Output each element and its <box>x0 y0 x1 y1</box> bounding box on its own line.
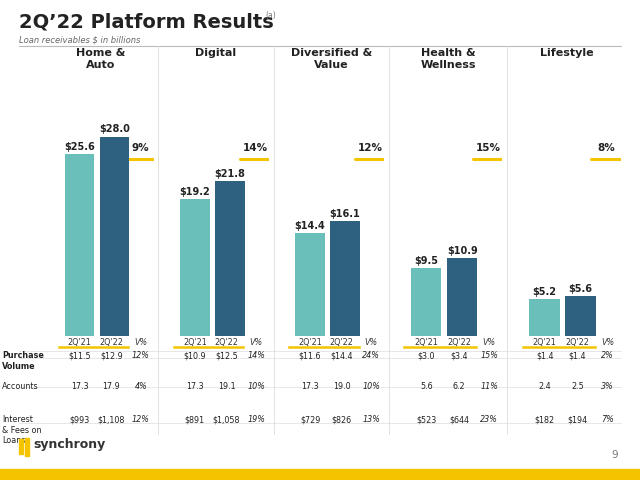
Text: Home &
Auto: Home & Auto <box>76 48 125 70</box>
Text: 2Q'22: 2Q'22 <box>214 338 239 348</box>
Text: $12.5: $12.5 <box>215 351 238 360</box>
Text: 2Q'21: 2Q'21 <box>414 338 438 348</box>
Text: Purchase
Volume: Purchase Volume <box>2 351 44 371</box>
Text: $891: $891 <box>185 415 205 424</box>
Bar <box>215 181 244 336</box>
Text: $5.2: $5.2 <box>532 287 557 297</box>
Text: $1,108: $1,108 <box>98 415 125 424</box>
Text: $1.4: $1.4 <box>536 351 554 360</box>
Text: 2Q'22: 2Q'22 <box>99 338 124 348</box>
Bar <box>529 299 560 336</box>
Bar <box>565 296 596 336</box>
Text: 9%: 9% <box>131 143 148 153</box>
Text: $5.6: $5.6 <box>568 284 593 294</box>
Text: 12%: 12% <box>358 143 383 153</box>
Text: 2Q'22: 2Q'22 <box>565 338 589 348</box>
Text: 12%: 12% <box>132 415 150 424</box>
Text: Loan receivables $ in billions: Loan receivables $ in billions <box>19 36 141 45</box>
Bar <box>100 137 129 336</box>
Text: $28.0: $28.0 <box>99 124 130 134</box>
Text: Lifestyle: Lifestyle <box>540 48 593 58</box>
Text: V%: V% <box>601 338 614 348</box>
Text: V%: V% <box>134 338 147 348</box>
Text: 2.5: 2.5 <box>571 382 584 391</box>
Text: (a): (a) <box>266 11 276 20</box>
Text: $644: $644 <box>449 415 469 424</box>
Text: 2.4: 2.4 <box>538 382 551 391</box>
Text: 19.0: 19.0 <box>333 382 351 391</box>
Text: $194: $194 <box>567 415 588 424</box>
Text: 10%: 10% <box>247 382 265 391</box>
Text: 4%: 4% <box>134 382 147 391</box>
Text: 2Q'21: 2Q'21 <box>532 338 557 348</box>
Text: 2Q'21: 2Q'21 <box>183 338 207 348</box>
Text: $523: $523 <box>416 415 436 424</box>
Text: $16.1: $16.1 <box>330 209 360 219</box>
Text: 5.6: 5.6 <box>420 382 433 391</box>
Text: $19.2: $19.2 <box>179 187 211 197</box>
Text: synchrony: synchrony <box>33 438 106 452</box>
Text: $826: $826 <box>332 415 352 424</box>
Text: 3%: 3% <box>602 382 614 391</box>
Text: 11%: 11% <box>481 382 499 391</box>
Text: 17.3: 17.3 <box>71 382 88 391</box>
Text: $1,058: $1,058 <box>213 415 240 424</box>
Text: $3.4: $3.4 <box>450 351 468 360</box>
Text: 2Q'21: 2Q'21 <box>68 338 92 348</box>
Text: V%: V% <box>483 338 496 348</box>
Bar <box>295 233 325 336</box>
Text: $11.5: $11.5 <box>68 351 91 360</box>
Text: Diversified &
Value: Diversified & Value <box>291 48 372 70</box>
Text: 17.3: 17.3 <box>186 382 204 391</box>
Text: 12%: 12% <box>132 351 150 360</box>
Text: 19%: 19% <box>247 415 265 424</box>
Text: 9: 9 <box>611 450 618 460</box>
Text: $9.5: $9.5 <box>414 256 438 266</box>
Text: 23%: 23% <box>481 415 499 424</box>
Text: 15%: 15% <box>481 351 499 360</box>
Text: $10.9: $10.9 <box>184 351 206 360</box>
Text: Health &
Wellness: Health & Wellness <box>420 48 476 70</box>
Text: 7%: 7% <box>602 415 614 424</box>
Text: 10%: 10% <box>362 382 380 391</box>
Text: 6.2: 6.2 <box>452 382 465 391</box>
Text: $993: $993 <box>70 415 90 424</box>
Text: 13%: 13% <box>362 415 380 424</box>
Text: 8%: 8% <box>598 143 616 153</box>
Text: $21.8: $21.8 <box>214 168 245 179</box>
Text: V%: V% <box>365 338 378 348</box>
Bar <box>180 199 210 336</box>
Text: 17.9: 17.9 <box>102 382 120 391</box>
Text: Interest
& Fees on
Loans: Interest & Fees on Loans <box>2 415 42 445</box>
Text: $10.9: $10.9 <box>447 246 477 256</box>
Text: $11.6: $11.6 <box>299 351 321 360</box>
Bar <box>411 268 442 336</box>
Text: $182: $182 <box>534 415 555 424</box>
Text: Accounts: Accounts <box>2 382 38 391</box>
Text: 2Q'21: 2Q'21 <box>298 338 322 348</box>
Bar <box>330 221 360 336</box>
Text: Digital: Digital <box>195 48 237 58</box>
Text: $12.9: $12.9 <box>100 351 123 360</box>
Text: 2Q'22: 2Q'22 <box>447 338 471 348</box>
Text: $14.4: $14.4 <box>330 351 353 360</box>
Text: 2Q'22: 2Q'22 <box>330 338 354 348</box>
Text: $729: $729 <box>300 415 320 424</box>
Text: 2Q’22 Platform Results: 2Q’22 Platform Results <box>19 12 274 31</box>
Bar <box>447 258 477 336</box>
Bar <box>65 154 95 336</box>
Text: 2%: 2% <box>602 351 614 360</box>
Text: $14.4: $14.4 <box>294 221 326 231</box>
Text: $1.4: $1.4 <box>568 351 586 360</box>
Text: 15%: 15% <box>476 143 500 153</box>
Text: 14%: 14% <box>243 143 268 153</box>
Text: V%: V% <box>250 338 262 348</box>
Text: 19.1: 19.1 <box>218 382 236 391</box>
Text: 14%: 14% <box>247 351 265 360</box>
Text: $3.0: $3.0 <box>417 351 435 360</box>
Text: 17.3: 17.3 <box>301 382 319 391</box>
Text: $25.6: $25.6 <box>64 142 95 152</box>
Text: 24%: 24% <box>362 351 380 360</box>
